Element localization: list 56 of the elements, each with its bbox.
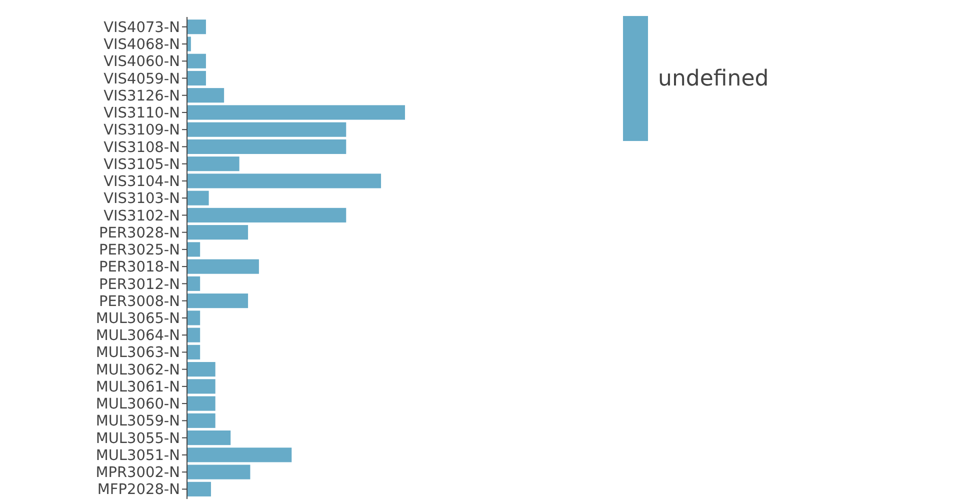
y-tick-label: MUL3064-N — [96, 328, 180, 344]
bar — [187, 448, 292, 462]
bar — [187, 276, 200, 291]
y-tick-label: VIS3102-N — [104, 208, 180, 224]
bar — [187, 122, 346, 137]
y-tick-label: PER3028-N — [99, 225, 180, 242]
y-tick-label: MUL3051-N — [96, 448, 180, 464]
bar — [187, 225, 248, 240]
bar — [187, 294, 248, 308]
bar — [187, 88, 224, 103]
y-tick-label: VIS4059-N — [104, 71, 180, 88]
bar — [187, 139, 346, 154]
bar — [187, 482, 211, 496]
y-tick-label: MFP2028-N — [97, 482, 180, 498]
y-tick-label: VIS4068-N — [104, 37, 180, 54]
bar — [187, 328, 200, 342]
y-tick-label: MUL3063-N — [96, 345, 180, 362]
y-tick-label: MUL3060-N — [96, 396, 180, 413]
bar — [187, 190, 209, 206]
bar — [187, 70, 206, 86]
bar — [187, 396, 216, 411]
text: undefined — [658, 66, 769, 92]
y-tick-label: PER3025-N — [99, 242, 180, 259]
bar — [187, 413, 216, 428]
bar — [187, 310, 200, 326]
bar — [187, 208, 346, 222]
y-tick-label: VIS3108-N — [104, 140, 180, 156]
y-tick-label: MUL3065-N — [96, 311, 180, 328]
bar — [187, 54, 206, 68]
y-tick-label: PER3018-N — [99, 260, 180, 276]
bar — [187, 362, 216, 377]
y-tick-label: MUL3061-N — [96, 379, 180, 396]
y-tick-label: PER3012-N — [99, 276, 180, 293]
y-tick-label: MUL3059-N — [96, 414, 180, 430]
bar — [187, 156, 240, 172]
bar — [187, 259, 259, 274]
y-tick-label: VIS3109-N — [104, 122, 180, 139]
bar — [187, 242, 200, 257]
y-tick-label: MUL3062-N — [96, 362, 180, 378]
y-tick-label: MUL3055-N — [96, 430, 180, 447]
bar — [187, 430, 231, 446]
bar — [187, 174, 382, 188]
bar — [187, 379, 216, 394]
y-tick-label: VIS3110-N — [104, 106, 180, 122]
y-tick-label: VIS4060-N — [104, 54, 180, 70]
bar — [187, 105, 405, 120]
y-tick-label: VIS3104-N — [104, 174, 180, 190]
y-tick-label: VIS4073-N — [104, 20, 180, 36]
bar — [187, 344, 200, 360]
bar — [187, 20, 206, 34]
y-tick-label: PER3008-N — [99, 294, 180, 310]
y-tick-label: VIS3126-N — [104, 88, 180, 104]
y-tick-label: MPR3002-N — [96, 465, 180, 482]
y-tick-label: VIS3103-N — [104, 191, 180, 208]
y-tick-label: VIS3105-N — [104, 156, 180, 173]
bar — [187, 464, 250, 480]
